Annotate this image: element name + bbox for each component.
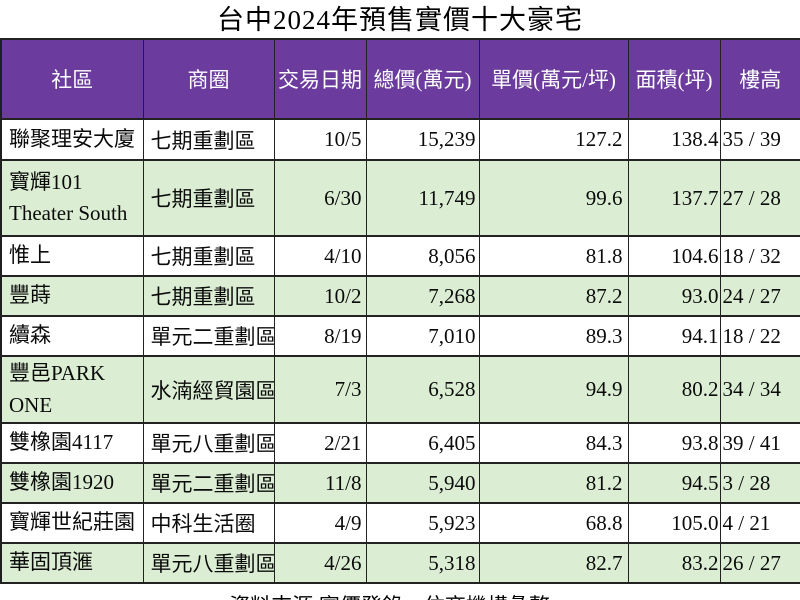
column-header-area: 面積(坪) xyxy=(627,38,721,120)
cell-date: 10/5 xyxy=(273,118,367,161)
cell-district: 中科生活圈 xyxy=(142,502,275,544)
cell-date: 4/26 xyxy=(273,542,367,584)
cell-area: 105.0 xyxy=(627,502,721,544)
column-header-community: 社區 xyxy=(0,38,144,120)
cell-community: 華固頂滙 xyxy=(0,542,144,584)
cell-district: 七期重劃區 xyxy=(142,235,275,277)
cell-community: 豐蒔 xyxy=(0,275,144,317)
cell-community: 豐邑PARK ONE xyxy=(0,355,144,424)
column-header-total-price: 總價(萬元) xyxy=(365,38,480,120)
cell-area: 93.0 xyxy=(627,275,721,317)
table-row: 雙橡園4117 單元八重劃區 2/21 6,405 84.3 93.8 39 /… xyxy=(0,422,800,464)
table-row: 寶輝世紀莊園 中科生活圈 4/9 5,923 68.8 105.0 4 / 21 xyxy=(0,502,800,544)
cell-community: 雙橡園4117 xyxy=(0,422,144,464)
cell-community: 續森 xyxy=(0,315,144,357)
table-row: 惟上 七期重劃區 4/10 8,056 81.8 104.6 18 / 32 xyxy=(0,235,800,277)
cell-area: 93.8 xyxy=(627,422,721,464)
cell-area: 80.2 xyxy=(627,355,721,424)
table-row: 續森 單元二重劃區 8/19 7,010 89.3 94.1 18 / 22 xyxy=(0,315,800,357)
cell-area: 104.6 xyxy=(627,235,721,277)
column-header-date: 交易日期 xyxy=(273,38,367,120)
cell-floor: 4 / 21 xyxy=(719,502,800,544)
cell-date: 7/3 xyxy=(273,355,367,424)
price-table: 社區 商圈 交易日期 總價(萬元) 單價(萬元/坪) 面積(坪) 樓高 聯聚理安… xyxy=(0,38,800,584)
cell-area: 94.5 xyxy=(627,462,721,504)
cell-area: 137.7 xyxy=(627,159,721,237)
cell-floor: 35 / 39 xyxy=(719,118,800,161)
cell-unit-price: 81.2 xyxy=(478,462,629,504)
cell-unit-price: 89.3 xyxy=(478,315,629,357)
cell-date: 6/30 xyxy=(273,159,367,237)
table-header: 社區 商圈 交易日期 總價(萬元) 單價(萬元/坪) 面積(坪) 樓高 xyxy=(0,38,800,120)
header-row: 社區 商圈 交易日期 總價(萬元) 單價(萬元/坪) 面積(坪) 樓高 xyxy=(0,38,800,120)
column-header-unit-price: 單價(萬元/坪) xyxy=(478,38,629,120)
cell-district: 單元二重劃區 xyxy=(142,315,275,357)
cell-unit-price: 99.6 xyxy=(478,159,629,237)
cell-total-price: 11,749 xyxy=(365,159,480,237)
cell-floor: 27 / 28 xyxy=(719,159,800,237)
cell-floor: 18 / 32 xyxy=(719,235,800,277)
cell-unit-price: 68.8 xyxy=(478,502,629,544)
column-header-district: 商圈 xyxy=(142,38,275,120)
cell-unit-price: 94.9 xyxy=(478,355,629,424)
table-row: 華固頂滙 單元八重劃區 4/26 5,318 82.7 83.2 26 / 27 xyxy=(0,542,800,584)
cell-district: 單元八重劃區 xyxy=(142,422,275,464)
cell-district: 水湳經貿園區 xyxy=(142,355,275,424)
cell-unit-price: 82.7 xyxy=(478,542,629,584)
cell-total-price: 5,940 xyxy=(365,462,480,504)
cell-area: 94.1 xyxy=(627,315,721,357)
cell-district: 單元二重劃區 xyxy=(142,462,275,504)
cell-floor: 34 / 34 xyxy=(719,355,800,424)
cell-district: 七期重劃區 xyxy=(142,118,275,161)
cell-floor: 39 / 41 xyxy=(719,422,800,464)
table-row: 聯聚理安大廈 七期重劃區 10/5 15,239 127.2 138.4 35 … xyxy=(0,118,800,161)
cell-floor: 24 / 27 xyxy=(719,275,800,317)
cell-area: 138.4 xyxy=(627,118,721,161)
cell-community: 惟上 xyxy=(0,235,144,277)
cell-floor: 18 / 22 xyxy=(719,315,800,357)
cell-date: 10/2 xyxy=(273,275,367,317)
cell-total-price: 5,923 xyxy=(365,502,480,544)
table-row: 雙橡園1920 單元二重劃區 11/8 5,940 81.2 94.5 3 / … xyxy=(0,462,800,504)
cell-total-price: 6,405 xyxy=(365,422,480,464)
cell-district: 七期重劃區 xyxy=(142,275,275,317)
cell-community: 寶輝101 Theater South xyxy=(0,159,144,237)
cell-floor: 3 / 28 xyxy=(719,462,800,504)
cell-date: 8/19 xyxy=(273,315,367,357)
table-row: 豐邑PARK ONE 水湳經貿園區 7/3 6,528 94.9 80.2 34… xyxy=(0,355,800,424)
cell-district: 七期重劃區 xyxy=(142,159,275,237)
table-body: 聯聚理安大廈 七期重劃區 10/5 15,239 127.2 138.4 35 … xyxy=(0,118,800,584)
cell-unit-price: 87.2 xyxy=(478,275,629,317)
cell-total-price: 7,010 xyxy=(365,315,480,357)
cell-floor: 26 / 27 xyxy=(719,542,800,584)
cell-total-price: 6,528 xyxy=(365,355,480,424)
page-title: 台中2024年預售實價十大豪宅 xyxy=(217,5,583,35)
table-row: 豐蒔 七期重劃區 10/2 7,268 87.2 93.0 24 / 27 xyxy=(0,275,800,317)
cell-community: 雙橡園1920 xyxy=(0,462,144,504)
cell-total-price: 15,239 xyxy=(365,118,480,161)
column-header-floor: 樓高 xyxy=(719,38,800,120)
cell-total-price: 5,318 xyxy=(365,542,480,584)
cell-unit-price: 84.3 xyxy=(478,422,629,464)
cell-community: 聯聚理安大廈 xyxy=(0,118,144,161)
cell-unit-price: 81.8 xyxy=(478,235,629,277)
cell-community: 寶輝世紀莊園 xyxy=(0,502,144,544)
cell-date: 4/10 xyxy=(273,235,367,277)
cell-date: 4/9 xyxy=(273,502,367,544)
cell-total-price: 7,268 xyxy=(365,275,480,317)
cell-area: 83.2 xyxy=(627,542,721,584)
table-row: 寶輝101 Theater South 七期重劃區 6/30 11,749 99… xyxy=(0,159,800,237)
cell-unit-price: 127.2 xyxy=(478,118,629,161)
cell-date: 11/8 xyxy=(273,462,367,504)
cell-date: 2/21 xyxy=(273,422,367,464)
source-note: 資料來源:實價登錄、住商機構彙整。 xyxy=(0,584,800,600)
cell-district: 單元八重劃區 xyxy=(142,542,275,584)
cell-total-price: 8,056 xyxy=(365,235,480,277)
